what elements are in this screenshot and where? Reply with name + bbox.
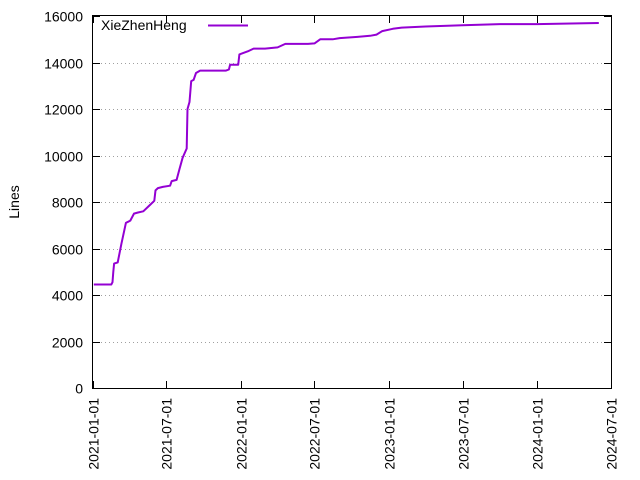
y-tick-label: 4000 <box>52 288 83 304</box>
y-tick-label: 10000 <box>44 149 83 165</box>
x-tick-label: 2022-01-01 <box>234 398 250 470</box>
series-line-0 <box>93 22 599 286</box>
series-layer <box>93 22 599 286</box>
y-tick-label: 16000 <box>44 9 83 25</box>
x-tick-label: 2024-07-01 <box>604 398 620 470</box>
y-tick-label: 2000 <box>52 335 83 351</box>
plot-frame <box>92 15 612 389</box>
y-tick-label: 14000 <box>44 56 83 72</box>
y-tick-label: 6000 <box>52 242 83 258</box>
gridlines <box>93 63 611 343</box>
x-tick-label: 2024-01-01 <box>530 398 546 470</box>
y-tick-label: 12000 <box>44 102 83 118</box>
y-axis-title: Lines <box>6 185 22 218</box>
x-tick-label: 2021-07-01 <box>159 398 175 470</box>
y-axis-title-group: Lines <box>6 185 22 218</box>
y-tick-label: 8000 <box>52 195 83 211</box>
axis-ticks: 0 2000 4000 6000 8000 10000 12000 14000 16000 202… <box>44 9 619 470</box>
y-tick-label: 0 <box>75 381 83 397</box>
x-tick-label: 2023-07-01 <box>456 398 472 470</box>
legend-label: XieZhenHeng <box>101 17 187 33</box>
x-tick-label: 2022-07-01 <box>307 398 323 470</box>
x-tick-label: 2023-01-01 <box>382 398 398 470</box>
legend: XieZhenHeng <box>101 17 248 33</box>
x-tick-label: 2021-01-01 <box>86 398 102 470</box>
